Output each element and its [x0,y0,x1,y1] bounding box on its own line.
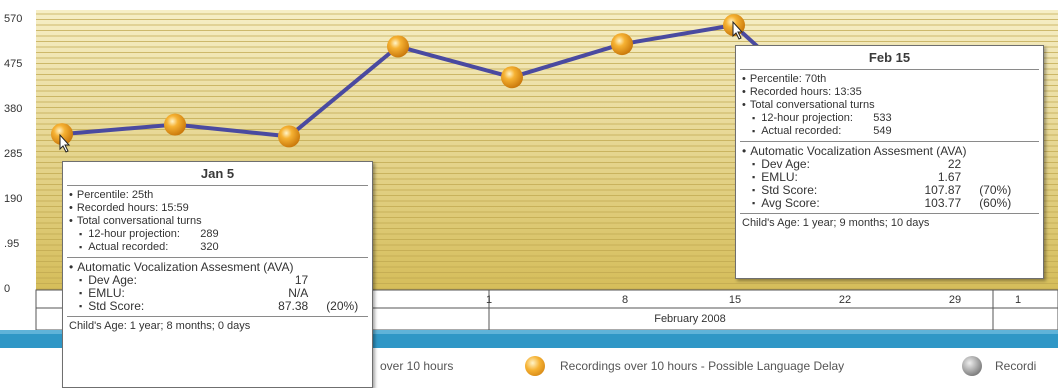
child-age-text: Child's Age: 1 year; 8 months; 0 days [69,320,251,332]
y-tick-label: 0 [4,283,10,295]
data-point[interactable] [387,35,409,58]
y-tick-label: 285 [4,148,22,160]
emlu-row: EMLU:1.67 [742,171,1043,184]
y-tick-label: 475 [4,58,22,70]
blue-band-highlight [0,330,1058,334]
cursor-icon [59,133,71,153]
percentile-text: Percentile: 70th [742,73,1043,86]
x-tick-label: 1 [486,294,492,306]
x-tick-label: 8 [622,294,628,306]
std-score-row: Std Score:87.38(20%) [69,300,372,313]
tooltip-title: Jan 5 [67,162,368,186]
percentile-text: Percentile: 25th [69,189,372,202]
actual-row: Actual recorded:549 [742,125,1043,138]
cursor-icon [732,20,744,40]
legend-item-3: Recordi [995,359,1037,373]
tooltip-feb: Feb 15 Percentile: 70th Recorded hours: … [735,45,1044,279]
dev-age-row: Dev Age:22 [742,158,1043,171]
x-tick-label: 29 [949,294,961,306]
ava-text: Automatic Vocalization Assesment (AVA) [69,261,372,274]
month-label: February 2008 [654,313,726,325]
recorded-hours-text: Recorded hours: 13:35 [742,86,1043,99]
data-point[interactable] [278,125,300,148]
projection-row: 12-hour projection:533 [742,112,1043,125]
x-tick-label: 15 [729,294,741,306]
x-tick-label: 22 [839,294,851,306]
grey-ball-icon [962,356,982,376]
series-line [61,23,762,139]
tooltip-title: Feb 15 [740,46,1039,70]
recorded-hours-text: Recorded hours: 15:59 [69,202,372,215]
projection-row: 12-hour projection:289 [69,228,372,241]
child-age-text: Child's Age: 1 year; 9 months; 10 days [742,217,930,229]
std-score-row: Std Score:107.87(70%) [742,184,1043,197]
y-tick-label: 570 [4,13,22,25]
dev-age-row: Dev Age:17 [69,274,372,287]
actual-row: Actual recorded:320 [69,241,372,254]
x-tick-label: 1 [1015,294,1021,306]
data-point[interactable] [611,33,633,56]
orange-ball-icon [525,356,545,376]
data-point[interactable] [501,66,523,89]
tooltip-jan: Jan 5 Percentile: 25th Recorded hours: 1… [62,161,373,388]
y-axis: 570 475 380 285 190 .95 0 [4,13,22,295]
y-tick-label: 190 [4,193,22,205]
ava-text: Automatic Vocalization Assesment (AVA) [742,145,1043,158]
turns-text: Total conversational turns [69,215,372,228]
legend-item-1: over 10 hours [380,359,454,373]
data-point[interactable] [51,123,73,146]
avg-score-row: Avg Score:103.77(60%) [742,197,1043,210]
turns-text: Total conversational turns [742,99,1043,112]
emlu-row: EMLU:N/A [69,287,372,300]
y-tick-label: .95 [4,238,19,250]
legend-item-2: Recordings over 10 hours - Possible Lang… [560,359,845,373]
y-tick-label: 380 [4,103,22,115]
legend: over 10 hours Recordings over 10 hours -… [0,354,1058,378]
data-point[interactable] [164,113,186,136]
